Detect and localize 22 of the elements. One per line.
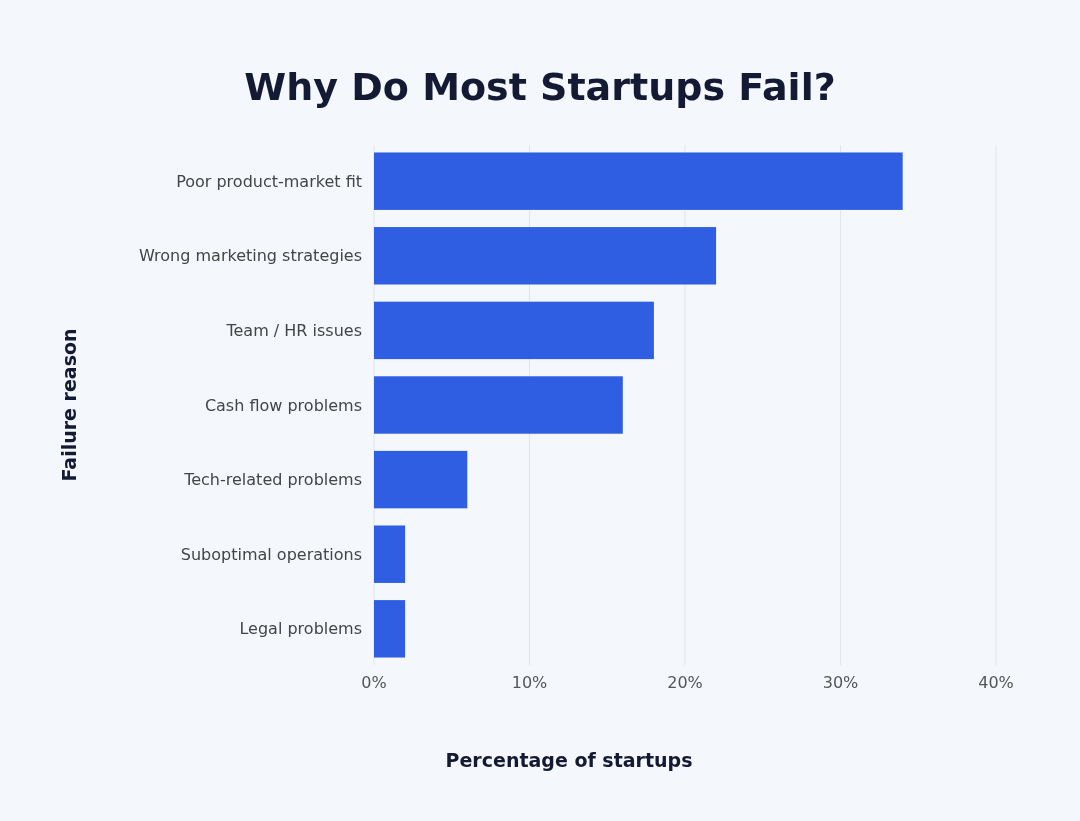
- bar: [374, 600, 406, 658]
- chart-title: Why Do Most Startups Fail?: [244, 65, 836, 109]
- x-tick-label: 10%: [511, 673, 548, 692]
- bar: [374, 152, 903, 210]
- y-tick-label: Poor product-market fit: [176, 171, 362, 191]
- x-tick-label: 40%: [978, 673, 1014, 692]
- y-tick-label: Legal problems: [239, 619, 362, 639]
- y-tick-label: Suboptimal operations: [180, 544, 362, 564]
- bar: [374, 301, 654, 360]
- y-tick-label: Tech-related problems: [183, 470, 362, 490]
- x-tick-label: 30%: [822, 673, 859, 692]
- y-tick-label: Team / HR issues: [225, 320, 362, 340]
- x-tick-label: 20%: [667, 673, 703, 692]
- x-tick-label: 0%: [361, 673, 387, 692]
- y-tick-label: Cash flow problems: [204, 395, 362, 415]
- y-tick-label: Wrong marketing strategies: [139, 246, 362, 266]
- bar: [374, 525, 406, 583]
- bar: [374, 450, 468, 509]
- x-axis-title: Percentage of startups: [445, 749, 693, 771]
- bar: [374, 227, 717, 285]
- y-axis-title: Failure reason: [58, 328, 80, 482]
- bar: [374, 376, 623, 434]
